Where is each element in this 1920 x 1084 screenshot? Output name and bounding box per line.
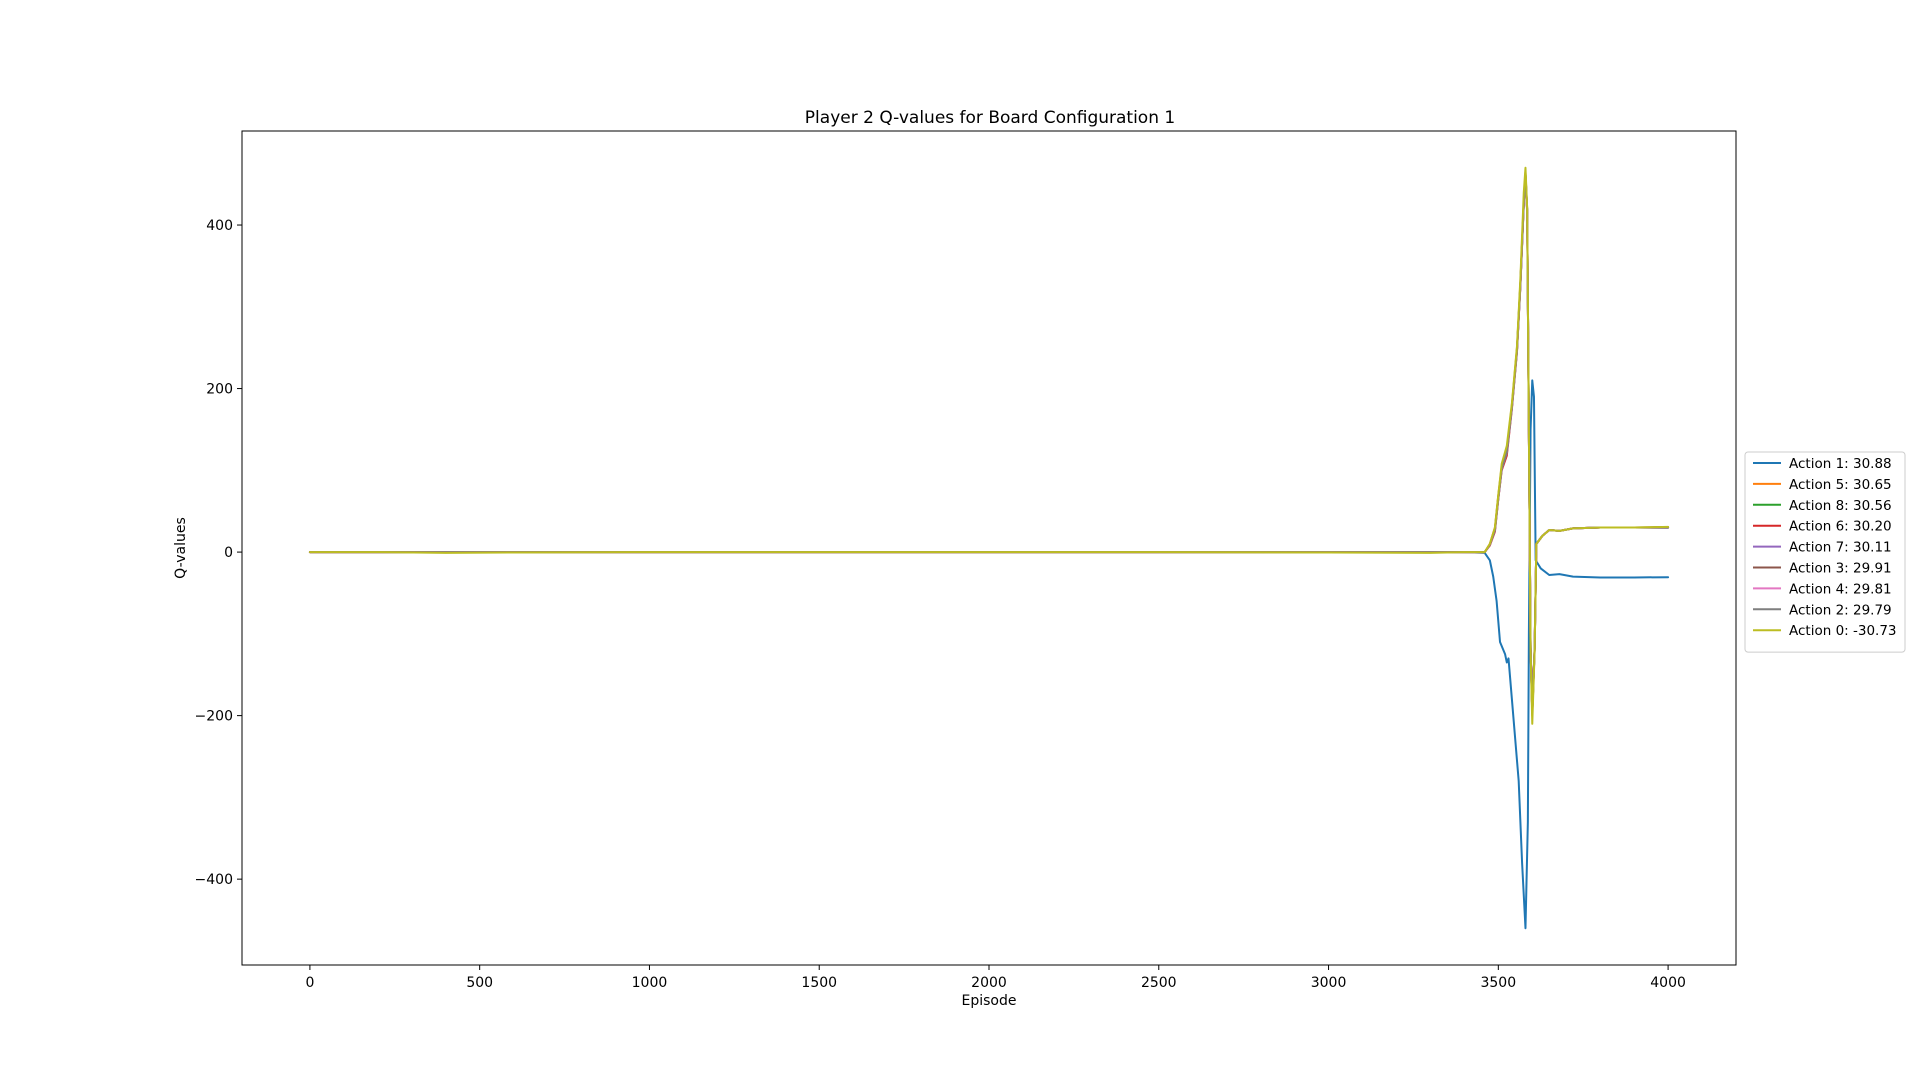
series-line-3 bbox=[308, 174, 1670, 713]
legend-entry: Action 3: 29.91 bbox=[1789, 561, 1892, 577]
y-tick-label: 200 bbox=[206, 382, 233, 398]
y-tick-label: 400 bbox=[206, 218, 233, 234]
y-tick-label: 0 bbox=[224, 545, 233, 561]
legend-entry: Action 1: 30.88 bbox=[1789, 456, 1892, 472]
x-tick-label: 1500 bbox=[801, 975, 837, 991]
y-axis-label: Q-values bbox=[173, 517, 189, 579]
x-tick-label: 3000 bbox=[1311, 975, 1347, 991]
legend-entry: Action 2: 29.79 bbox=[1789, 602, 1892, 618]
y-tick-label: −400 bbox=[195, 872, 233, 888]
x-tick-label: 1000 bbox=[632, 975, 668, 991]
legend: Action 1: 30.88 Action 5: 30.65 Action 8: … bbox=[1744, 451, 1906, 653]
series-line-7 bbox=[308, 173, 1670, 715]
y-tick-label: −200 bbox=[195, 709, 233, 725]
y-axis: −400 −200 0 200 400 bbox=[195, 218, 242, 888]
x-tick-label: 500 bbox=[466, 975, 493, 991]
x-tick-label: 2500 bbox=[1141, 975, 1177, 991]
legend-entry: Action 8: 30.56 bbox=[1789, 498, 1892, 514]
x-axis: 0 500 1000 1500 2000 2500 3000 3500 4000 bbox=[305, 965, 1686, 991]
x-tick-label: 2000 bbox=[971, 975, 1007, 991]
series-line-6 bbox=[308, 173, 1670, 715]
legend-entry: Action 0: -30.73 bbox=[1789, 623, 1897, 639]
series-line-8 bbox=[308, 166, 1670, 725]
series-line-2 bbox=[308, 172, 1670, 715]
plot-lines bbox=[308, 166, 1670, 930]
series-line-1 bbox=[308, 170, 1670, 717]
plot-frame bbox=[241, 130, 1737, 966]
legend-entry: Action 4: 29.81 bbox=[1789, 581, 1892, 597]
series-line-5 bbox=[308, 173, 1670, 715]
series-line-0 bbox=[308, 379, 1670, 930]
x-tick-label: 0 bbox=[305, 975, 314, 991]
legend-entry: Action 6: 30.20 bbox=[1789, 519, 1892, 535]
x-tick-label: 3500 bbox=[1480, 975, 1516, 991]
legend-frame bbox=[1744, 451, 1906, 653]
x-axis-label: Episode bbox=[962, 993, 1017, 1009]
legend-entry: Action 5: 30.65 bbox=[1789, 477, 1892, 493]
legend-entry: Action 7: 30.11 bbox=[1789, 540, 1892, 556]
x-tick-label: 4000 bbox=[1650, 975, 1686, 991]
series-line-4 bbox=[308, 173, 1670, 715]
chart-title: Player 2 Q-values for Board Configuratio… bbox=[805, 108, 1175, 128]
